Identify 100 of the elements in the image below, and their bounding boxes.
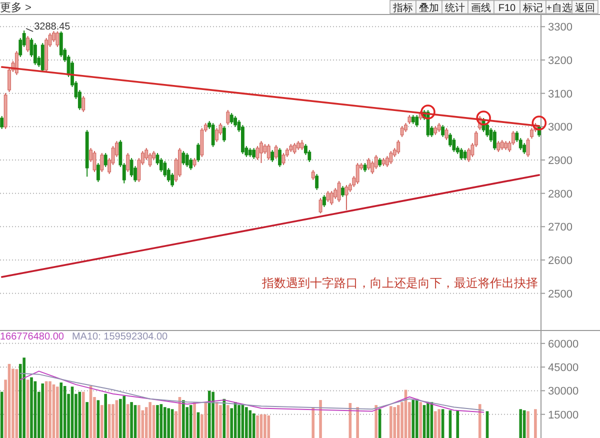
candlestick (196, 142, 200, 162)
bar (96, 400, 100, 438)
bar (30, 377, 33, 438)
candlestick (292, 142, 296, 154)
annotation: 指数遇到十字路口，向上还是向下，最近将作出抉择 (261, 276, 538, 290)
candlestick (496, 140, 500, 152)
bar (22, 358, 26, 438)
bar (26, 380, 30, 438)
button: 返回 (572, 0, 598, 14)
y-tick-label: 2800 (548, 188, 572, 200)
candlestick (330, 190, 334, 206)
candlestick (492, 130, 496, 150)
bar (219, 405, 222, 438)
bar (208, 390, 211, 438)
y-tick-label: 45000 (548, 362, 579, 374)
bar (312, 407, 315, 438)
y-tick-label: 15000 (548, 409, 579, 422)
bar (226, 405, 230, 438)
bar (441, 409, 444, 438)
bar (248, 410, 252, 438)
candlestick (326, 190, 330, 202)
annotation: 3288.45 (34, 22, 71, 33)
point (532, 116, 547, 130)
y-tick-label: 2500 (548, 288, 572, 300)
candlestick (415, 114, 419, 128)
bar (138, 405, 140, 438)
candlestick (396, 140, 400, 154)
bar (426, 402, 430, 438)
bar (267, 415, 270, 438)
candlestick (300, 140, 304, 150)
candlestick (341, 186, 344, 198)
candlestick (274, 144, 278, 160)
bar (319, 400, 322, 438)
candlestick (500, 140, 504, 150)
bar (104, 394, 108, 438)
bar (60, 382, 63, 438)
bar (238, 405, 240, 438)
bar (182, 400, 185, 438)
candlestick (185, 152, 189, 168)
bar (390, 406, 392, 438)
bar (0, 392, 4, 438)
button: F10 (494, 0, 520, 14)
button: 叠加 (416, 0, 442, 14)
candlestick (311, 170, 315, 180)
bar (130, 402, 133, 438)
bar (82, 392, 85, 438)
candlestick (26, 36, 30, 52)
point (476, 110, 491, 126)
candlestick (82, 96, 86, 112)
bar (115, 400, 118, 438)
candlestick (126, 152, 130, 172)
button: 画线 (468, 0, 494, 14)
candlestick (463, 150, 467, 160)
bar (156, 405, 159, 438)
candlestick (315, 174, 319, 190)
bar (48, 381, 52, 438)
candlestick (389, 150, 393, 164)
bar (86, 402, 88, 438)
bar (245, 407, 248, 438)
y-tick-label: 60000 (548, 338, 579, 350)
bar (112, 404, 114, 438)
candlestick (278, 148, 282, 168)
bar (148, 402, 152, 438)
bar (163, 407, 166, 438)
candlestick (104, 152, 108, 168)
y-tick-label: 3100 (548, 88, 572, 100)
button: 统计 (442, 0, 468, 14)
candlestick (366, 158, 370, 170)
bar (122, 396, 126, 438)
text: 更多 > (0, 2, 32, 14)
candlestick (56, 30, 60, 48)
candlestick (100, 152, 104, 172)
y-tick-label: 30000 (548, 386, 579, 398)
candlestick (92, 150, 96, 172)
bar (356, 407, 359, 438)
y-tick-label: 2600 (548, 255, 572, 267)
candlestick (96, 162, 100, 182)
candlestick (270, 150, 274, 162)
y-tick-label: 2900 (548, 155, 572, 167)
text: MA10: 159592304.00 (72, 332, 168, 342)
bar (438, 409, 440, 438)
bar (393, 407, 396, 438)
bar (534, 409, 537, 438)
bar (374, 405, 378, 438)
candlestick (460, 148, 464, 160)
bar (119, 398, 122, 438)
candlestick (0, 116, 4, 130)
bar (486, 411, 489, 438)
candlestick (526, 138, 530, 158)
candlestick (444, 128, 448, 140)
bar (519, 409, 522, 438)
candlestick (260, 140, 263, 164)
bar (478, 404, 482, 438)
candlestick (222, 126, 226, 142)
button: 标记 (520, 0, 546, 14)
point (420, 104, 436, 120)
bar (415, 398, 418, 438)
bar (167, 408, 170, 438)
candlestick (230, 112, 234, 124)
candlestick (266, 144, 270, 160)
